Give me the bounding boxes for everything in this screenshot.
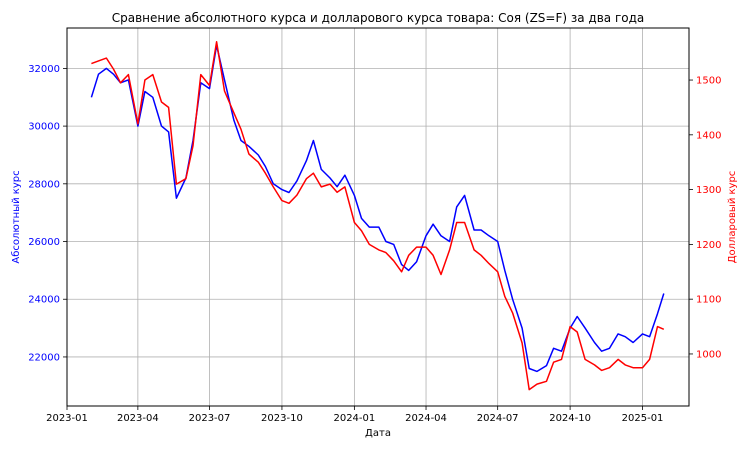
y-axis-right: 1000 1100 1200 1300 1400 1500 [689,76,721,360]
x-tick-label: 2023-01 [46,413,88,424]
x-tick-label: 2024-01 [333,413,375,424]
y-right-tick-label: 1000 [696,349,721,360]
y-right-tick-label: 1100 [696,295,721,306]
x-tick-label: 2024-10 [549,413,591,424]
y-left-tick-label: 24000 [28,295,60,306]
x-tick-label: 2025-01 [622,413,664,424]
x-tick-label: 2023-10 [261,413,303,424]
x-tick-label: 2023-04 [117,413,159,424]
plot-frame [66,27,690,407]
y-right-tick-label: 1300 [696,185,721,196]
y-axis-right-label: Долларовый курс [727,171,738,264]
x-axis: 2023-01 2023-04 2023-07 2023-10 2024-01 2024-… [46,406,663,424]
y-right-tick-label: 1400 [696,130,721,141]
series-layer [90,40,665,391]
x-tick-label: 2023-07 [189,413,231,424]
y-left-tick-label: 22000 [28,352,60,363]
grid [66,28,689,406]
x-tick-label: 2024-07 [477,413,519,424]
series-line-right [91,40,665,391]
y-left-tick-label: 28000 [28,179,60,190]
y-left-tick-label: 30000 [28,122,60,133]
y-right-tick-label: 1500 [696,76,721,87]
x-axis-label: Дата [365,428,391,439]
y-left-tick-label: 26000 [28,237,60,248]
y-right-tick-label: 1200 [696,240,721,251]
y-left-tick-label: 32000 [28,64,60,75]
y-axis-left: 22000 24000 26000 28000 30000 32000 [28,64,67,363]
y-axis-left-label: Абсолютный курс [11,170,22,263]
chart-title: Сравнение абсолютного курса и долларовог… [112,11,645,25]
x-tick-label: 2024-04 [405,413,447,424]
